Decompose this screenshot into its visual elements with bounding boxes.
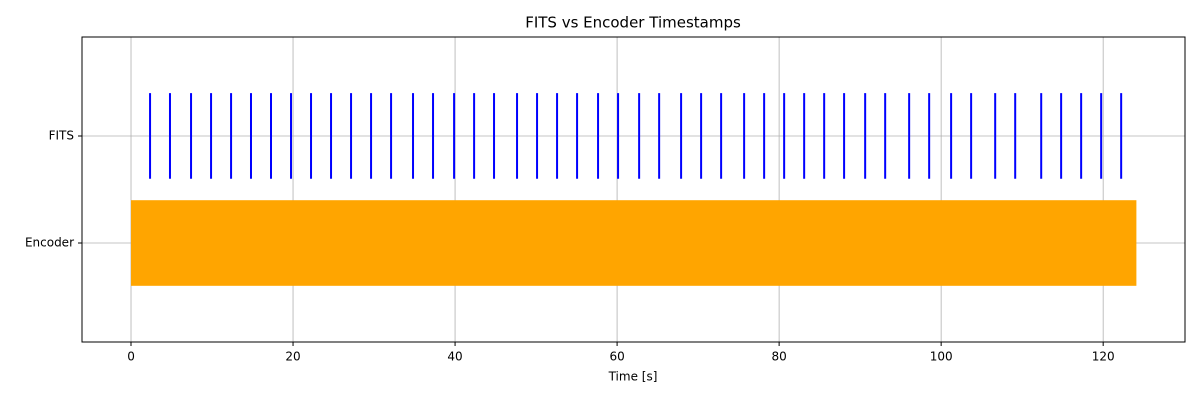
x-tick-label: 60 [609, 350, 624, 364]
x-tick-label: 40 [447, 350, 462, 364]
x-tick-label: 0 [127, 350, 135, 364]
y-tick-label: Encoder [25, 236, 74, 250]
plot-frame [81, 36, 1186, 343]
chart-title: FITS vs Encoder Timestamps [525, 14, 741, 32]
x-tick-label: 120 [1092, 350, 1115, 364]
x-axis-label: Time [s] [608, 370, 658, 384]
x-tick-label: 20 [285, 350, 300, 364]
x-tick-label: 80 [771, 350, 786, 364]
x-tick-label: 100 [930, 350, 953, 364]
y-tick-label: FITS [49, 128, 74, 142]
event-span [131, 200, 1137, 286]
